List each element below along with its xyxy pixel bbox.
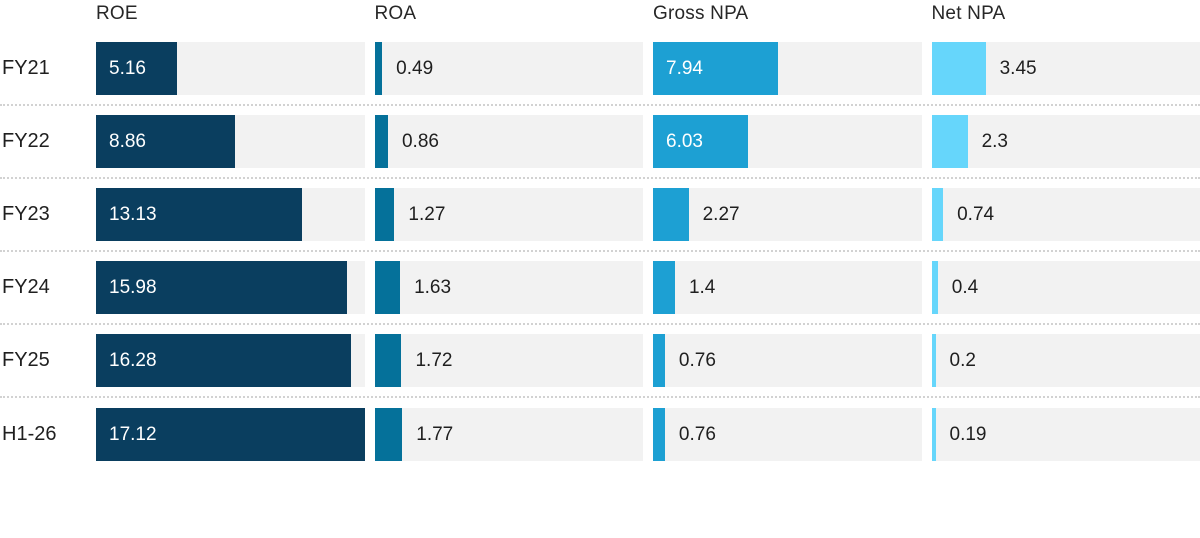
bar-value: 0.86 [401,130,439,152]
bar-roe[interactable]: 17.12 [96,408,365,461]
bar-track-net-npa: 0.2 [931,334,1200,387]
bar-roe[interactable]: 15.98 [96,261,347,314]
bar-gross-npa[interactable] [653,334,665,387]
bar-roa[interactable] [374,115,388,168]
bar-track-roa: 1.63 [374,261,643,314]
bar-track-gross-npa: 2.27 [653,188,922,241]
row-label: FY25 [2,349,50,371]
row-label: FY23 [2,203,50,225]
column-header-roa: ROA [374,3,417,24]
bar-track-gross-npa: 7.94 [653,42,922,95]
table-row: FY24 15.98 1.63 1.4 0.4 [0,252,1200,325]
bar-roe[interactable]: 5.16 [96,42,177,95]
bar-track-net-npa: 2.3 [931,115,1200,168]
bar-track-gross-npa: 1.4 [653,261,922,314]
row-label: H1-26 [2,423,57,445]
bar-track-roe: 16.28 [96,334,365,387]
bar-track-roa: 1.77 [374,408,643,461]
bar-net-npa[interactable] [931,408,936,461]
bar-track-roa: 0.86 [374,115,643,168]
bar-value: 8.86 [109,130,146,152]
bar-track-roa: 0.49 [374,42,643,95]
bar-roe[interactable]: 13.13 [96,188,302,241]
bar-track-roe: 17.12 [96,408,365,461]
table-row: FY23 13.13 1.27 2.27 0.74 [0,179,1200,252]
bar-value: 13.13 [109,203,157,225]
bar-net-npa[interactable] [931,334,936,387]
bar-value: 0.4 [951,276,979,298]
bar-value: 2.27 [702,203,740,225]
bar-gross-npa[interactable] [653,188,689,241]
bar-gross-npa[interactable] [653,261,675,314]
bar-track-gross-npa: 0.76 [653,334,922,387]
bar-value: 1.72 [415,349,453,371]
bar-roe[interactable]: 16.28 [96,334,352,387]
bar-track-net-npa: 3.45 [931,42,1200,95]
table-row: FY21 5.16 0.49 7.94 3.45 [0,33,1200,106]
bar-track-net-npa: 0.74 [931,188,1200,241]
bar-value: 1.77 [416,423,454,445]
bar-roa[interactable] [374,334,402,387]
bar-roa[interactable] [374,188,395,241]
bar-value: 2.3 [981,130,1008,152]
bar-track-gross-npa: 0.76 [653,408,922,461]
bar-value: 16.28 [109,349,157,371]
bar-value: 17.12 [109,423,157,445]
bar-track-roe: 8.86 [96,115,365,168]
column-header-net-npa: Net NPA [931,3,1006,24]
bar-value: 15.98 [109,276,157,298]
row-label-spacer [0,0,86,3]
table-row: FY22 8.86 0.86 6.03 2.3 [0,106,1200,179]
bar-roe[interactable]: 8.86 [96,115,235,168]
bar-value: 1.27 [408,203,446,225]
bar-track-gross-npa: 6.03 [653,115,922,168]
bar-net-npa[interactable] [931,261,938,314]
bar-track-net-npa: 0.19 [931,408,1200,461]
bar-value: 0.19 [949,423,987,445]
bar-gross-npa[interactable]: 7.94 [653,42,778,95]
bar-net-npa[interactable] [931,115,968,168]
row-label: FY21 [2,57,50,79]
bar-track-roa: 1.72 [374,334,643,387]
chart-rows: FY21 5.16 0.49 7.94 3.45 FY22 8.86 0.86 6.03 2.3 F… [0,33,1200,471]
column-header-row: ROE ROA Gross NPA Net NPA [0,0,1200,33]
column-header-roe: ROE [96,3,138,24]
bar-value: 7.94 [666,57,703,79]
bar-track-roe: 5.16 [96,42,365,95]
row-label: FY24 [2,276,50,298]
bar-track-roe: 13.13 [96,188,365,241]
bar-value: 0.76 [678,349,716,371]
bar-track-net-npa: 0.4 [931,261,1200,314]
bar-roa[interactable] [374,42,383,95]
bar-value: 0.76 [678,423,716,445]
bar-roa[interactable] [374,261,401,314]
bar-roa[interactable] [374,408,403,461]
bar-net-npa[interactable] [931,188,944,241]
bar-value: 1.63 [414,276,452,298]
table-row: FY25 16.28 1.72 0.76 0.2 [0,325,1200,398]
bar-gross-npa[interactable] [653,408,665,461]
bar-net-npa[interactable] [931,42,986,95]
bar-value: 0.49 [396,57,434,79]
bar-gross-npa[interactable]: 6.03 [653,115,748,168]
bar-value: 5.16 [109,57,146,79]
bar-value: 6.03 [666,130,703,152]
bar-track-roe: 15.98 [96,261,365,314]
bar-value: 0.2 [949,349,976,371]
bar-value: 0.74 [957,203,995,225]
bar-value: 1.4 [688,276,716,298]
bar-track-roa: 1.27 [374,188,643,241]
column-header-gross-npa: Gross NPA [653,3,749,24]
table-row: H1-26 17.12 1.77 0.76 0.19 [0,398,1200,471]
row-label: FY22 [2,130,50,152]
bar-value: 3.45 [999,57,1037,79]
